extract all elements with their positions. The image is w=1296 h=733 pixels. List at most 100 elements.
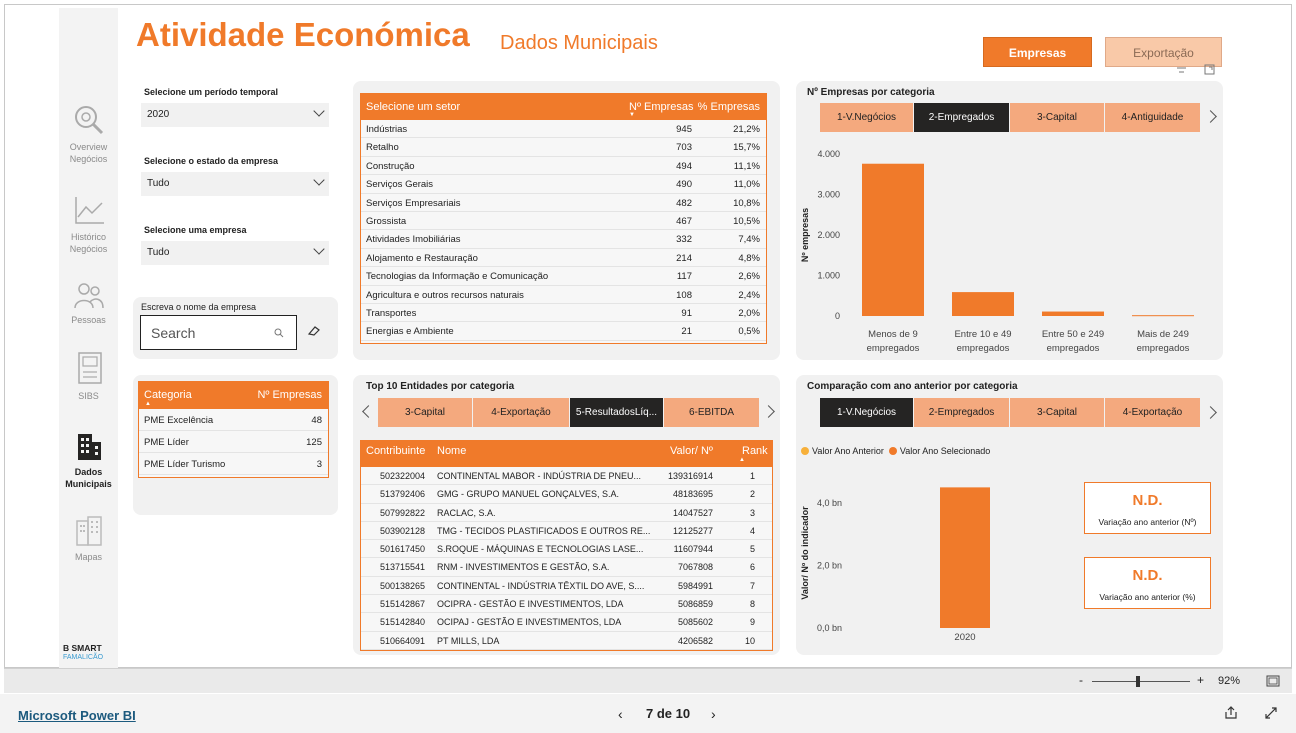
cell-pct-empresas: 11,1% bbox=[733, 160, 760, 172]
tab-v-negocios[interactable]: 1-V.Negócios bbox=[820, 103, 914, 132]
column-header-nome[interactable]: Nome bbox=[437, 445, 467, 457]
tab-resultados-liquidos[interactable]: 5-ResultadosLíq... bbox=[570, 398, 664, 427]
column-header-pct-empresas[interactable]: % Empresas bbox=[697, 101, 760, 113]
nav-item-pessoas[interactable]: Pessoas bbox=[59, 280, 118, 326]
next-page-button[interactable]: › bbox=[711, 706, 716, 722]
variacao-n-card: N.D. Variação ano anterior (Nº) bbox=[1084, 482, 1211, 534]
x-tick-label: empregados bbox=[957, 343, 1010, 354]
bar[interactable] bbox=[940, 487, 990, 628]
tab-exportacao[interactable]: 4-Exportação bbox=[473, 398, 570, 427]
tab-capital[interactable]: 3-Capital bbox=[1010, 398, 1105, 427]
table-row[interactable]: Grossista 467 10,5% bbox=[361, 212, 766, 231]
cell-n-empresas: 482 bbox=[676, 197, 692, 209]
cell-contribuinte: 501617450 bbox=[380, 544, 426, 555]
powerbi-link[interactable]: Microsoft Power BI bbox=[18, 708, 136, 723]
filter-icon[interactable] bbox=[1176, 66, 1187, 74]
table-row[interactable]: 507992822 RACLAC, S.A. 14047527 3 bbox=[361, 504, 772, 522]
prev-page-button[interactable]: ‹ bbox=[618, 706, 623, 722]
nav-item-overview[interactable]: Overview Negócios bbox=[59, 103, 118, 165]
table-row[interactable]: 501617450 S.ROQUE - MÁQUINAS E TECNOLOGIA… bbox=[361, 540, 772, 559]
x-tick-label: Menos de 9 bbox=[868, 329, 918, 340]
top10-rows: 502322004 CONTINENTAL MABOR - INDÚSTRIA D… bbox=[361, 467, 772, 650]
zoom-in-button[interactable]: + bbox=[1197, 673, 1205, 687]
table-row[interactable]: 503902128 TMG - TECIDOS PLASTIFICADOS E O… bbox=[361, 522, 772, 541]
empresa-dropdown[interactable]: Tudo bbox=[141, 241, 329, 265]
bar[interactable] bbox=[952, 292, 1014, 316]
tab-antiguidade[interactable]: 4-Antiguidade bbox=[1105, 103, 1201, 132]
nav-item-dados-municipais[interactable]: Dados Municipais bbox=[59, 428, 118, 490]
table-row[interactable]: Indústrias 945 21,2% bbox=[361, 120, 766, 139]
tab-ebitda[interactable]: 6-EBITDA bbox=[664, 398, 760, 427]
table-row[interactable]: 515142867 OCIPRA - GESTÃO E INVESTIMENTOS… bbox=[361, 595, 772, 614]
column-header-n-empresas[interactable]: Nº Empresas bbox=[257, 389, 322, 401]
table-row[interactable]: 510664091 PT MILLS, LDA 4206582 10 bbox=[361, 632, 772, 650]
cell-nome: CONTINENTAL MABOR - INDÚSTRIA DE PNEU... bbox=[437, 471, 642, 481]
table-row[interactable]: Energias e Ambiente 21 0,5% bbox=[361, 322, 766, 341]
bar[interactable] bbox=[1042, 311, 1104, 316]
search-input[interactable]: Search bbox=[140, 315, 297, 350]
logo-text-bottom: FAMALICÃO bbox=[63, 654, 104, 661]
periodo-dropdown[interactable]: 2020 bbox=[141, 103, 329, 127]
setor-table-header: Selecione um setor Nº Empresas ▼ % Empre… bbox=[361, 94, 766, 120]
nav-item-sibs[interactable]: SIBS bbox=[59, 350, 118, 402]
table-row[interactable]: PME Líder Turismo 3 bbox=[139, 453, 328, 475]
table-row[interactable]: PME Líder 125 bbox=[139, 431, 328, 453]
cell-pct-empresas: 4,8% bbox=[738, 252, 760, 264]
nav-item-historico[interactable]: Histórico Negócios bbox=[59, 193, 118, 255]
table-row[interactable]: 515142840 OCIPAJ - GESTÃO E INVESTIMENTOS… bbox=[361, 613, 772, 632]
tab-capital[interactable]: 3-Capital bbox=[378, 398, 473, 427]
tab-exportacao[interactable]: 4-Exportação bbox=[1105, 398, 1201, 427]
cell-n-empresas: 48 bbox=[311, 415, 322, 426]
table-row[interactable]: 513715541 RNM - INVESTIMENTOS E GESTÃO, S… bbox=[361, 558, 772, 577]
y-tick-label: 4,0 bn bbox=[817, 498, 842, 508]
cell-rank: 6 bbox=[749, 562, 755, 573]
y-tick-label: 0,0 bn bbox=[817, 623, 842, 633]
share-icon[interactable] bbox=[1224, 706, 1238, 720]
empresas-toggle-button[interactable]: Empresas bbox=[983, 37, 1092, 67]
atm-icon bbox=[77, 352, 102, 384]
table-row[interactable]: Agricultura e outros recursos naturais 10… bbox=[361, 286, 766, 304]
table-row[interactable]: 513792406 GMG - GRUPO MANUEL GONÇALVES, S… bbox=[361, 485, 772, 504]
focus-mode-icon[interactable] bbox=[1204, 64, 1215, 75]
fullscreen-icon[interactable] bbox=[1264, 706, 1278, 720]
exportacao-toggle-button[interactable]: Exportação bbox=[1105, 37, 1222, 67]
column-header-rank[interactable]: Rank bbox=[742, 445, 768, 457]
x-tick-label: Entre 50 e 249 bbox=[1042, 329, 1104, 340]
table-row[interactable]: Tecnologias da Informação e Comunicação 1… bbox=[361, 267, 766, 286]
cell-setor: Tecnologias da Informação e Comunicação bbox=[366, 271, 549, 283]
zoom-slider-track[interactable] bbox=[1092, 681, 1190, 682]
column-header-contribuinte[interactable]: Contribuinte bbox=[366, 445, 426, 457]
tab-empregados[interactable]: 2-Empregados bbox=[914, 103, 1010, 132]
table-row[interactable]: 502322004 CONTINENTAL MABOR - INDÚSTRIA D… bbox=[361, 467, 772, 486]
bar[interactable] bbox=[862, 163, 924, 316]
empresas-bar-chart: 4.000 3.000 2.000 1.000 0 Nº empresas Menos de… bbox=[800, 149, 1194, 354]
table-row[interactable]: Retalho 703 15,7% bbox=[361, 138, 766, 157]
table-row[interactable]: Construção 494 11,1% bbox=[361, 157, 766, 176]
column-header-valor[interactable]: Valor/ Nº bbox=[670, 445, 713, 457]
eraser-icon[interactable] bbox=[307, 325, 321, 337]
table-row[interactable]: Serviços Empresariais 482 10,8% bbox=[361, 194, 766, 212]
tab-v-negocios[interactable]: 1-V.Negócios bbox=[820, 398, 914, 427]
table-row[interactable]: Serviços Gerais 490 11,0% bbox=[361, 175, 766, 194]
bar[interactable] bbox=[1132, 315, 1194, 317]
zoom-slider-handle[interactable] bbox=[1136, 676, 1140, 687]
table-row[interactable]: 500138265 CONTINENTAL - INDÚSTRIA TÊXTIL … bbox=[361, 577, 772, 596]
column-header-setor[interactable]: Selecione um setor bbox=[366, 101, 461, 113]
column-header-categoria[interactable]: Categoria bbox=[144, 389, 192, 401]
table-row[interactable]: Atividades Imobiliárias 332 7,4% bbox=[361, 230, 766, 249]
zoom-out-button[interactable]: - bbox=[1079, 673, 1083, 687]
table-row[interactable]: Alojamento e Restauração 214 4,8% bbox=[361, 249, 766, 268]
tab-capital[interactable]: 3-Capital bbox=[1010, 103, 1105, 132]
column-header-n-empresas[interactable]: Nº Empresas bbox=[629, 101, 694, 113]
estado-dropdown[interactable]: Tudo bbox=[141, 172, 329, 196]
fit-to-page-icon[interactable] bbox=[1266, 675, 1280, 687]
cell-setor: Alojamento e Restauração bbox=[366, 252, 478, 264]
table-row[interactable]: PME Excelência 48 bbox=[139, 409, 328, 431]
table-row[interactable]: Transportes 91 2,0% bbox=[361, 304, 766, 323]
x-tick-label: Entre 10 e 49 bbox=[954, 329, 1011, 340]
logo-text-top: B SMART bbox=[63, 643, 102, 653]
nav-item-mapas[interactable]: Mapas bbox=[59, 513, 118, 563]
cell-rank: 8 bbox=[749, 599, 755, 610]
tab-empregados[interactable]: 2-Empregados bbox=[914, 398, 1010, 427]
cell-valor: 12125277 bbox=[672, 525, 713, 536]
